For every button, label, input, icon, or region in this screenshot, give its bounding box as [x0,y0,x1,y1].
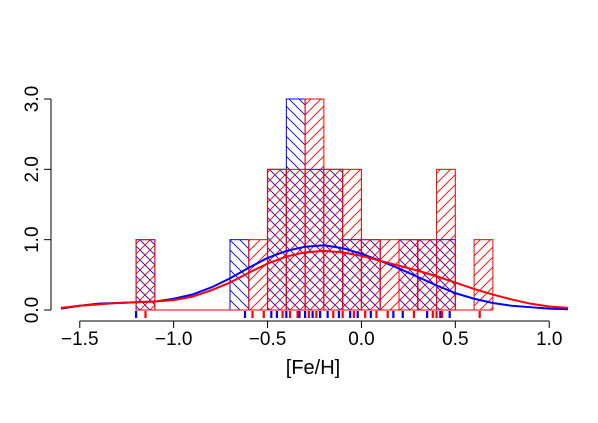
red-histogram-bar [248,239,269,311]
axes: −1.5 −1.0 −0.5 0.0 0.5 1.0 0.0 1.0 2.0 3.0 [22,86,562,350]
x-axis-label: [Fe/H] [286,357,340,379]
red-histogram-bar [342,168,362,311]
red-histogram-bar [135,239,156,311]
y-tick-label: 0.0 [22,297,43,323]
x-tick-label: 1.0 [536,329,562,350]
x-tick-label: 0.0 [348,329,374,350]
red-histogram-bar [360,239,381,311]
red-histogram-bar [323,168,344,311]
red-histogram-bar [285,168,306,311]
plot-area [60,98,569,318]
red-density-curve [60,249,569,309]
red-histogram-bar [304,98,325,311]
y-tick-label: 1.0 [22,226,43,252]
x-tick-label: −1.0 [155,329,193,350]
x-tick-label: −0.5 [249,329,287,350]
red-histogram-bar [267,168,287,311]
x-tick-label: 0.5 [442,329,468,350]
x-tick-label: −1.5 [61,329,99,350]
y-tick-label: 3.0 [22,86,43,112]
red-histogram-bar [379,239,400,311]
y-tick-label: 2.0 [22,156,43,182]
